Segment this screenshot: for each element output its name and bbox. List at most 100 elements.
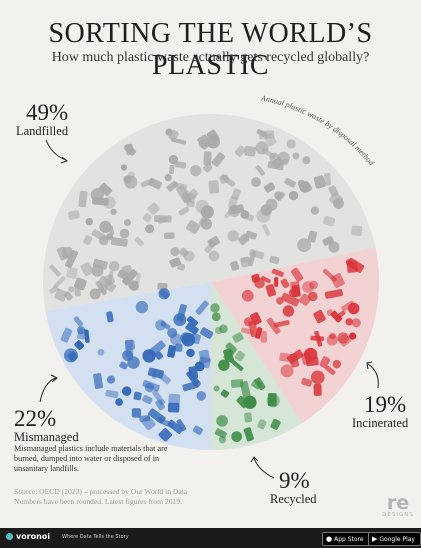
plastic-item-landfilled [255, 165, 265, 176]
plastic-item-landfilled [122, 269, 138, 286]
plastic-item-incinerated [254, 327, 263, 339]
plastic-item-landfilled [182, 188, 199, 204]
plastic-item-landfilled [351, 225, 363, 237]
plastic-item-landfilled [140, 178, 155, 188]
plastic-item-landfilled [256, 208, 271, 223]
mismanaged-label: Mismanaged [14, 430, 79, 444]
plastic-item-landfilled [85, 217, 94, 226]
plastic-item-mismanaged [167, 402, 180, 413]
mismanaged-percent: 22% [14, 406, 57, 431]
plastic-item-mismanaged [115, 398, 123, 406]
plastic-item-landfilled [227, 230, 239, 242]
logo-mark: re [386, 492, 410, 514]
plastic-item-mismanaged [131, 408, 142, 418]
plastic-item-mismanaged [97, 348, 105, 356]
plastic-item-landfilled [178, 206, 190, 216]
plastic-item-recycled [266, 394, 280, 408]
recycled-arrowhead [250, 456, 259, 463]
mismanaged-arrow [39, 377, 57, 403]
app-store-label: App Store [334, 536, 364, 543]
plastic-item-recycled [240, 380, 251, 399]
plastic-item-mismanaged [167, 327, 178, 338]
plastic-item-landfilled [328, 185, 339, 197]
plastic-item-landfilled [186, 200, 195, 208]
plastic-item-mismanaged [154, 351, 164, 360]
plastic-item-incinerated [330, 273, 345, 288]
plastic-item-landfilled [123, 219, 131, 227]
plastic-item-landfilled [261, 148, 276, 160]
plastic-item-mismanaged [105, 389, 119, 399]
plastic-item-landfilled [99, 220, 112, 234]
plastic-item-landfilled [74, 283, 81, 297]
google-play-label: Google Play [379, 536, 415, 543]
plastic-item-incinerated [337, 332, 349, 344]
plastic-item-landfilled [310, 206, 320, 215]
plastic-item-recycled [211, 312, 221, 322]
plastic-item-landfilled [80, 262, 94, 277]
plastic-item-incinerated [273, 320, 290, 328]
plastic-item-mismanaged [167, 345, 177, 358]
plastic-item-landfilled [95, 280, 107, 296]
landfilled-arrow [45, 139, 67, 161]
plastic-item-landfilled [313, 175, 326, 189]
plastic-item-incinerated [345, 318, 353, 326]
plastic-item-recycled [257, 419, 267, 430]
plastic-item-landfilled [91, 264, 104, 277]
plastic-item-mismanaged [181, 332, 196, 347]
plastic-item-landfilled [91, 229, 110, 243]
google-play-badge[interactable]: ▶ Google Play [368, 532, 421, 546]
plastic-item-recycled [232, 332, 244, 343]
mismanaged-arrowhead [50, 374, 58, 383]
plastic-item-landfilled [328, 241, 340, 253]
plastic-item-landfilled [284, 177, 297, 188]
plastic-item-landfilled [264, 133, 277, 147]
plastic-item-mismanaged [76, 326, 86, 335]
plastic-item-incinerated [351, 318, 361, 328]
plastic-item-incinerated [308, 291, 318, 302]
plastic-item-landfilled [324, 172, 331, 186]
plastic-item-landfilled [297, 238, 312, 253]
plastic-item-landfilled [120, 164, 128, 171]
plastic-item-mismanaged [175, 343, 183, 352]
plastic-item-mismanaged [84, 329, 90, 343]
plastic-item-mismanaged [106, 311, 114, 323]
plastic-item-landfilled [237, 233, 250, 245]
plastic-item-mismanaged [76, 327, 87, 340]
plastic-item-incinerated [313, 309, 326, 324]
plastic-item-mismanaged [124, 339, 136, 351]
plastic-item-incinerated [305, 356, 319, 367]
plastic-item-incinerated [250, 312, 262, 326]
recycled-label: Recycled [270, 492, 317, 506]
plastic-item-mismanaged [192, 425, 203, 435]
chart-title: SORTING THE WORLD’S PLASTIC [48, 18, 373, 81]
plastic-item-recycled [230, 358, 244, 371]
plastic-item-incinerated [266, 317, 281, 335]
plastic-item-incinerated [329, 332, 336, 340]
plastic-item-recycled [230, 378, 244, 388]
app-store-badge[interactable]: ● App Store [322, 532, 370, 546]
plastic-item-landfilled [119, 228, 130, 239]
plastic-item-incinerated [254, 277, 265, 289]
plastic-item-landfilled [56, 246, 69, 261]
plastic-item-mismanaged [125, 339, 134, 358]
plastic-item-mismanaged [73, 316, 84, 327]
plastic-item-incinerated [279, 352, 290, 362]
plastic-item-mismanaged [186, 316, 198, 327]
plastic-item-incinerated [289, 353, 300, 368]
plastic-item-mismanaged [159, 289, 170, 299]
plastic-item-landfilled [208, 250, 220, 262]
plastic-item-landfilled [282, 158, 289, 166]
voronoi-logo[interactable]: voronoi [6, 532, 50, 541]
plastic-item-landfilled [117, 269, 130, 281]
plastic-item-mismanaged [139, 415, 151, 422]
plastic-item-mismanaged [176, 419, 187, 432]
plastic-item-landfilled [307, 230, 318, 243]
plastic-item-mismanaged [148, 340, 166, 357]
plastic-item-incinerated [260, 275, 271, 284]
incinerated-label: Incinerated [352, 416, 409, 430]
source-line: Source: OECD (2023) – processed by Our W… [14, 487, 188, 496]
landfilled-percent: 49% [26, 100, 69, 125]
plastic-item-mismanaged [141, 415, 156, 431]
plastic-item-incinerated [325, 365, 336, 376]
plastic-item-landfilled [49, 264, 61, 277]
